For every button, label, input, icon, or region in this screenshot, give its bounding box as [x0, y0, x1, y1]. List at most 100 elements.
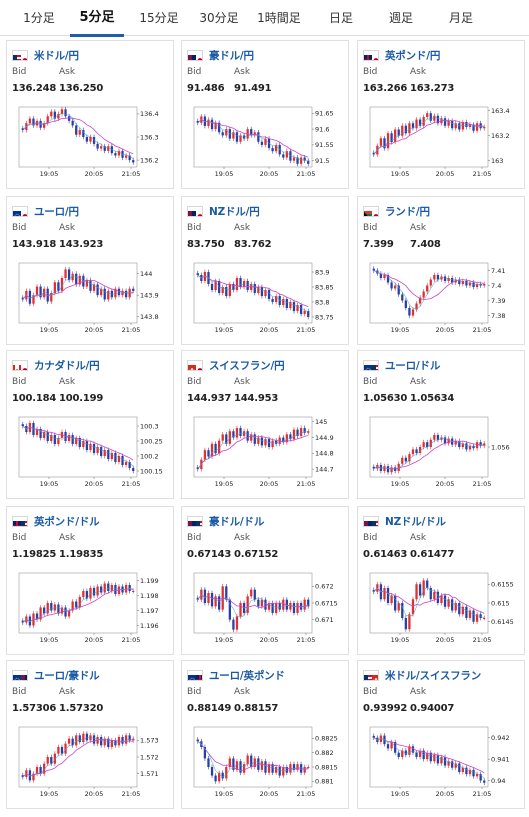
pair-name[interactable]: ユーロ/豪ドル: [34, 669, 100, 682]
tab-3[interactable]: 30分足: [199, 11, 239, 25]
candle-body: [28, 616, 32, 626]
candle-body: [386, 466, 390, 473]
candle-body: [475, 774, 479, 777]
candle-body: [50, 603, 53, 611]
candle-body: [218, 440, 221, 454]
price-chart[interactable]: 100.3 100.25 100.2 100.15 19:05 20:05 21:05: [7, 413, 175, 497]
currency-card[interactable]: NZドル/円 Bid Ask 83.750 83.762 83.9 83.85 83.8 83.…: [181, 196, 349, 345]
bid-label: Bid: [187, 223, 202, 233]
bid-value: 100.184: [12, 393, 57, 404]
candle-body: [32, 773, 35, 781]
candle-body: [275, 296, 278, 302]
candle-body: [292, 157, 296, 161]
price-chart[interactable]: 144 143.9 143.8 19:05 20:05 21:05: [7, 259, 175, 343]
pair-name[interactable]: NZドル/円: [209, 205, 260, 218]
price-chart[interactable]: 1.056 19:05 20:05 21:05: [358, 413, 526, 497]
price-chart[interactable]: 163.4 163.2 163 19:05 20:05 21:05: [358, 103, 526, 187]
candle-body: [292, 764, 296, 770]
tab-4[interactable]: 1時間足: [257, 11, 301, 25]
tab-7[interactable]: 月足: [448, 11, 473, 25]
pair-name[interactable]: ユーロ/英ポンド: [209, 669, 285, 682]
x-tick-label: 21:05: [473, 790, 492, 798]
currency-card[interactable]: 豪ドル/円 Bid Ask 91.486 91.491 91.65 91.6 91.55 91.…: [181, 40, 349, 189]
pair-name[interactable]: 米ドル/円: [34, 49, 79, 62]
pair-name[interactable]: ユーロ/円: [34, 205, 79, 218]
bid-value: 143.918: [12, 239, 57, 250]
pair-name[interactable]: スイスフラン/円: [209, 359, 285, 372]
candle-body: [443, 118, 447, 126]
candle-body: [43, 123, 46, 128]
pair-name[interactable]: 英ポンド/ドル: [34, 515, 100, 528]
candle-body: [383, 588, 386, 600]
candle-body: [232, 284, 235, 290]
candle-body: [307, 767, 310, 768]
currency-card[interactable]: 英ポンド/円 Bid Ask 163.266 163.273 163.4 163.2 163 1…: [357, 40, 525, 189]
candle-body: [415, 584, 418, 600]
pair-name[interactable]: 米ドル/スイスフラン: [385, 669, 482, 682]
candle-body: [60, 607, 64, 614]
tab-6[interactable]: 週足: [388, 11, 413, 25]
pair-name[interactable]: 英ポンド/円: [385, 49, 441, 62]
timeframe-tabs: 1分足 5分足 15分足 30分足 1時間足 日足 週足 月足: [0, 0, 529, 37]
candle-body: [275, 767, 278, 773]
candle-body: [275, 144, 278, 152]
candle-body: [443, 276, 447, 281]
currency-card[interactable]: ユーロ/ドル Bid Ask 1.05630 1.05634 1.056 19:05 20:0…: [357, 350, 525, 499]
currency-card[interactable]: ユーロ/豪ドル Bid Ask 1.57306 1.57320 1.573 1.572 1.5…: [6, 660, 174, 809]
candle-body: [390, 282, 393, 289]
currency-card[interactable]: ユーロ/英ポンド Bid Ask 0.88149 0.88157 0.8825 0.882 0…: [181, 660, 349, 809]
moving-average-line: [22, 425, 134, 461]
price-chart[interactable]: 83.9 83.85 83.8 83.75 19:05 20:05 21:05: [182, 259, 350, 343]
currency-card[interactable]: ランド/円 Bid Ask 7.399 7.408 7.41 7.4 7.39 7.38 19:0…: [357, 196, 525, 345]
price-chart[interactable]: 1.573 1.572 1.571 19:05 20:05 21:05: [7, 723, 175, 807]
price-chart[interactable]: 0.8825 0.882 0.8815 0.881 19:05 20:05 21:05: [182, 723, 350, 807]
plot-frame: [369, 726, 489, 788]
pair-name[interactable]: ユーロ/ドル: [385, 359, 441, 372]
currency-card[interactable]: スイスフラン/円 Bid Ask 144.937 144.953 145 144.9 144.…: [181, 350, 349, 499]
price-chart[interactable]: 7.41 7.4 7.39 7.38 19:05 20:05 21:05: [358, 259, 526, 343]
plot-frame: [18, 106, 138, 168]
candle-body: [372, 152, 375, 155]
currency-card[interactable]: カナダドル/円 Bid Ask 100.184 100.199 100.3 100.25 10…: [6, 350, 174, 499]
candle-body: [307, 431, 310, 433]
price-chart[interactable]: 145 144.9 144.8 144.7 19:05 20:05 21:05: [182, 413, 350, 497]
candle-body: [39, 286, 42, 298]
candle-body: [21, 128, 24, 131]
tab-5[interactable]: 日足: [328, 11, 353, 25]
pair-name[interactable]: NZドル/ドル: [385, 515, 446, 528]
price-chart[interactable]: 0.672 0.6715 0.671 19:05 20:05 21:05: [182, 569, 350, 653]
candle-body: [461, 767, 464, 772]
currency-card[interactable]: ユーロ/円 Bid Ask 143.918 143.923 144 143.9 143.8 19…: [6, 196, 174, 345]
moving-average-fast-line: [373, 116, 485, 155]
candle-body: [404, 300, 407, 308]
tab-0[interactable]: 1分足: [23, 11, 55, 25]
pair-name[interactable]: 豪ドル/ドル: [209, 515, 265, 528]
tab-2[interactable]: 15分足: [139, 11, 179, 25]
candle-body: [225, 434, 228, 444]
currency-card[interactable]: 英ポンド/ドル Bid Ask 1.19825 1.19835 1.199 1.198 1.1…: [6, 506, 174, 655]
price-chart[interactable]: 1.199 1.198 1.197 1.196 19:05 20:05 21:05: [7, 569, 175, 653]
tab-1[interactable]: 5分足: [68, 0, 126, 37]
currency-card[interactable]: 米ドル/円 Bid Ask 136.248 136.250 136.4 136.3 136.2…: [6, 40, 174, 189]
pair-name[interactable]: ランド/円: [385, 205, 430, 218]
y-tick-label: 83.85: [315, 283, 334, 291]
currency-card[interactable]: 豪ドル/ドル Bid Ask 0.67143 0.67152 0.672 0.6715 0.6…: [181, 506, 349, 655]
candle-body: [307, 599, 310, 607]
currency-card[interactable]: NZドル/ドル Bid Ask 0.61463 0.61477 0.6155 0.615 0.…: [357, 506, 525, 655]
pair-name[interactable]: カナダドル/円: [34, 359, 100, 372]
candle-body: [472, 610, 475, 622]
price-chart[interactable]: 136.4 136.3 136.2 19:05 20:05 21:05: [7, 103, 175, 187]
currency-card[interactable]: 米ドル/スイスフラン Bid Ask 0.93992 0.94007 0.942 0.941…: [357, 660, 525, 809]
candle-body: [203, 450, 207, 460]
candle-body: [117, 456, 121, 462]
bid-label: Bid: [12, 223, 27, 233]
candle-body: [107, 583, 110, 591]
price-chart[interactable]: 0.942 0.941 0.94 19:05 20:05 21:05: [358, 723, 526, 807]
pair-name[interactable]: 豪ドル/円: [209, 49, 254, 62]
card-header: ユーロ/豪ドル: [12, 668, 100, 682]
candle-body: [390, 133, 393, 142]
za-jp-flag-icon: [363, 205, 379, 217]
price-chart[interactable]: 91.65 91.6 91.55 91.5 19:05 20:05 21:05: [182, 103, 350, 187]
price-chart[interactable]: 0.6155 0.615 0.6145 19:05 20:05 21:05: [358, 569, 526, 653]
candle-body: [235, 761, 239, 770]
